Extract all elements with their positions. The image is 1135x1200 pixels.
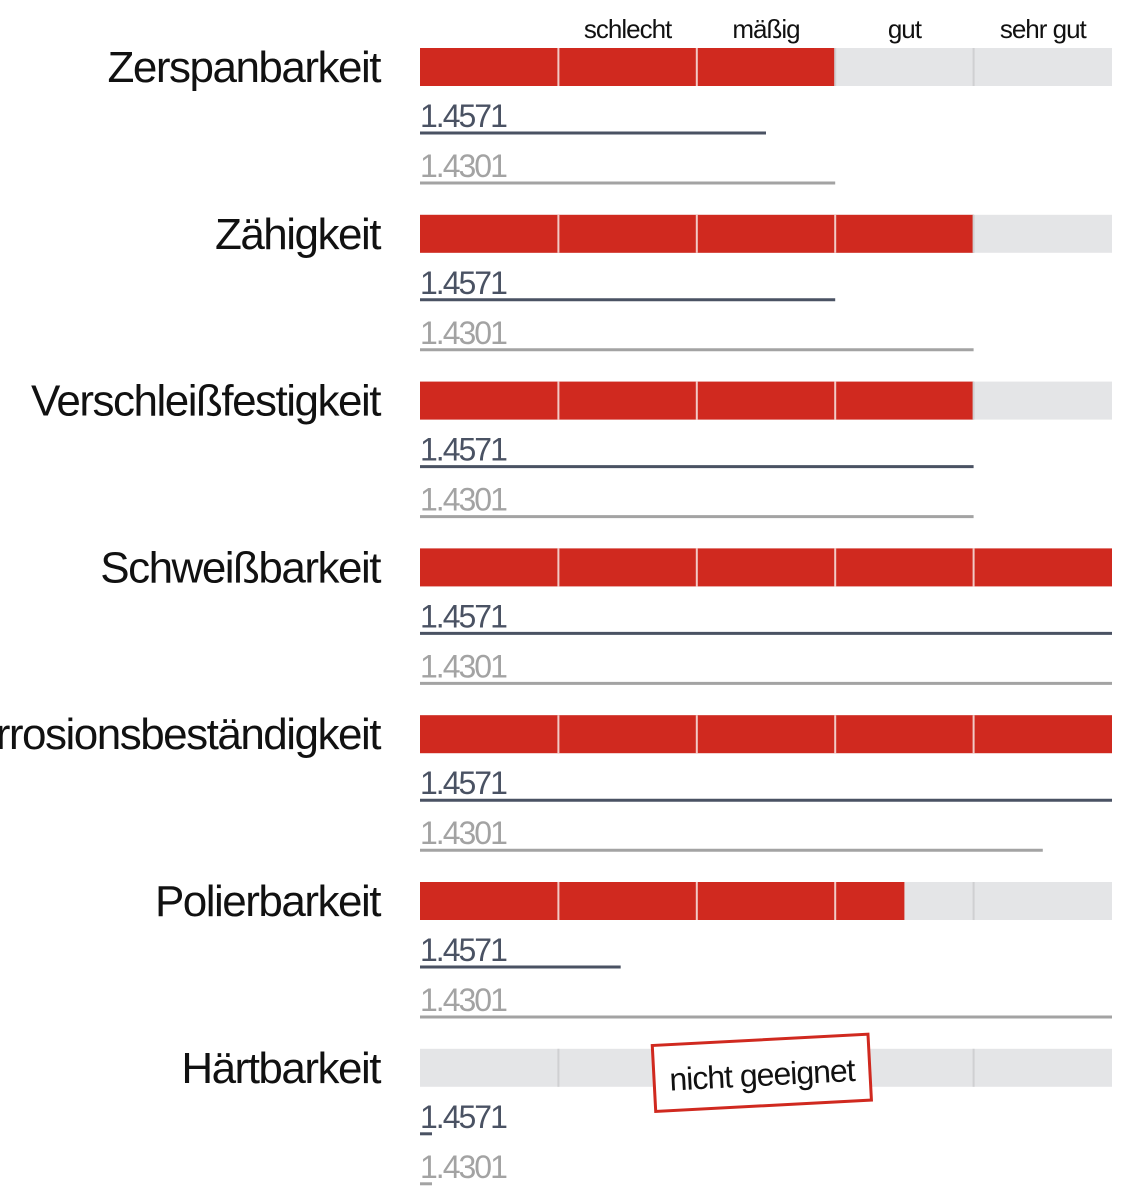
material-label: 1.4301 [420,148,507,184]
material-label: 1.4301 [420,482,507,518]
rating-bar [420,548,1112,587]
category-label: Schweißbarkeit [100,543,381,592]
category-label: Korrosionsbeständigkeit [0,710,381,759]
scale-label: sehr gut [1000,14,1088,44]
category-label: Härtbarkeit [181,1044,381,1093]
material-label: 1.4301 [420,315,507,351]
material-label: 1.4571 [420,932,507,968]
material-label: 1.4571 [420,432,507,468]
material-label: 1.4571 [420,1099,507,1135]
not-suitable-stamp: nicht geeignet [650,1032,873,1113]
material-label: 1.4571 [420,98,507,134]
material-label: 1.4301 [420,982,507,1018]
category-label: Verschleißfestigkeit [31,377,381,426]
material-label: 1.4571 [420,265,507,301]
material-label: 1.4571 [420,598,507,634]
category-label: Zähigkeit [215,210,381,259]
scale-label: mäßig [732,14,799,44]
scale-label: schlecht [584,14,673,44]
rating-bar [420,882,905,920]
stamp-frame [650,1032,873,1113]
rating-bar [420,48,836,86]
material-label: 1.4571 [420,765,507,801]
rating-bar [420,715,1112,754]
material-label: 1.4301 [420,815,507,851]
category-label: Polierbarkeit [155,877,381,926]
material-label: 1.4301 [420,648,507,684]
category-label: Zerspanbarkeit [108,43,382,92]
material-label: 1.4301 [420,1149,507,1185]
scale-label: gut [888,14,923,44]
